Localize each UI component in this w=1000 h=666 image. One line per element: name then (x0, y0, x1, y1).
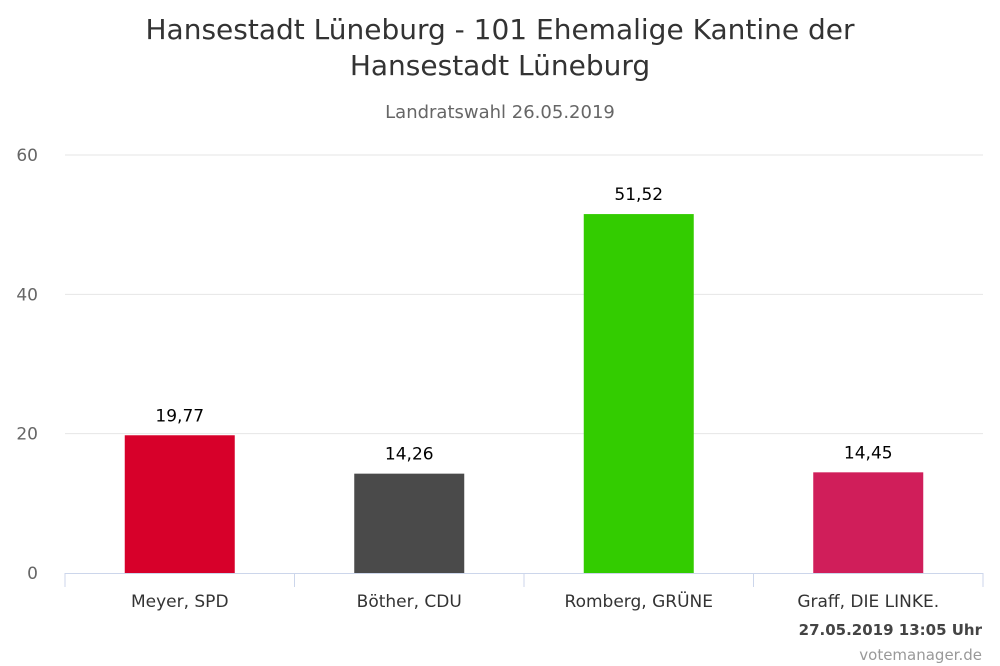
x-tick-label: Romberg, GRÜNE (565, 590, 713, 612)
bar (583, 214, 694, 573)
bar (354, 473, 465, 573)
source-credit-link[interactable]: votemanager.de (859, 646, 982, 664)
y-tick-label: 0 (27, 564, 38, 584)
data-label: 14,26 (385, 445, 434, 465)
chart-title: Hansestadt Lüneburg - 101 Ehemalige Kant… (0, 12, 1000, 84)
x-tick-label: Meyer, SPD (131, 592, 229, 612)
bar (813, 472, 924, 573)
x-tick-label: Böther, CDU (357, 592, 462, 612)
y-tick-label: 60 (16, 146, 38, 166)
bar (124, 435, 235, 573)
y-tick-label: 40 (16, 285, 38, 305)
chart-title-line-2: Hansestadt Lüneburg (349, 49, 651, 82)
data-label: 51,52 (614, 185, 663, 205)
chart-subtitle: Landratswahl 26.05.2019 (385, 102, 615, 123)
y-tick-label: 20 (16, 425, 38, 445)
x-tick-label: Graff, DIE LINKE. (797, 592, 939, 612)
data-label: 14,45 (844, 443, 893, 463)
update-timestamp: 27.05.2019 13:05 Uhr (798, 621, 982, 639)
data-label: 19,77 (155, 406, 204, 426)
chart-title-line-1: Hansestadt Lüneburg - 101 Ehemalige Kant… (145, 13, 855, 46)
